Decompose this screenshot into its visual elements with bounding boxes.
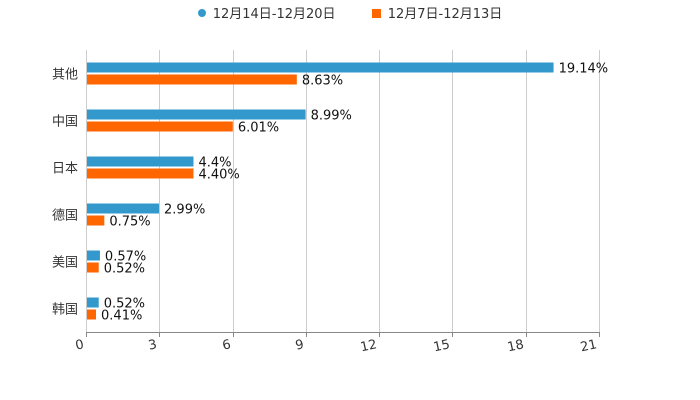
category-label-1: 中国	[52, 115, 78, 130]
bar-1-2	[86, 156, 194, 167]
chart-legend: 12月14日-12月20日 12月7日-12月13日	[0, 3, 700, 22]
x-tick-label-6: 6	[221, 337, 232, 353]
value-label-2-2: 4.40%	[198, 168, 239, 183]
bar-1-3	[86, 203, 160, 214]
legend-label-series-1: 12月14日-12月20日	[212, 7, 336, 22]
value-label-1-4: 0.57%	[105, 250, 146, 265]
x-tick-label-9: 9	[294, 337, 305, 353]
bar-2-3	[86, 215, 105, 226]
category-label-0: 其他	[52, 68, 78, 83]
legend-marker-series-1	[197, 9, 206, 17]
x-tick-label-0: 0	[74, 337, 85, 353]
bar-1-1	[86, 109, 306, 120]
bar-2-5	[86, 309, 97, 320]
x-tick-label-18: 18	[506, 337, 525, 355]
category-label-2: 日本	[52, 162, 78, 177]
value-label-2-5: 0.41%	[101, 309, 142, 324]
x-tick-label-3: 3	[147, 337, 158, 353]
grid-lines	[159, 50, 600, 332]
bar-2-4	[86, 262, 99, 273]
value-label-1-0: 19.14%	[559, 62, 609, 77]
legend-marker-series-2	[371, 9, 381, 18]
category-label-3: 德国	[52, 209, 78, 224]
bar-2-1	[86, 121, 233, 132]
x-tick-label-21: 21	[579, 337, 598, 355]
x-tick-label-15: 15	[432, 337, 451, 355]
value-label-1-2: 4.4%	[198, 156, 231, 171]
bar-1-0	[86, 62, 554, 73]
category-label-4: 美国	[52, 256, 78, 271]
legend-item-series-1[interactable]: 12月14日-12月20日	[197, 3, 336, 22]
value-label-2-1: 6.01%	[238, 121, 279, 136]
bar-1-4	[86, 250, 100, 261]
bar-2-0	[86, 74, 297, 85]
value-labels: 19.14% 8.63% 8.99% 6.01% 4.4%4.40% 2.99% 0.75%…	[101, 62, 608, 324]
legend-item-series-2[interactable]: 12月7日-12月13日	[371, 3, 503, 22]
value-label-2-4: 0.52%	[104, 262, 145, 277]
bar-1-5	[86, 297, 99, 308]
value-label-2-0: 8.63%	[302, 74, 343, 89]
bars	[86, 62, 554, 320]
bar-2-2	[86, 168, 194, 179]
x-tick-label-12: 12	[359, 337, 378, 355]
legend-label-series-2: 12月7日-12月13日	[387, 7, 503, 22]
value-label-2-3: 0.75%	[109, 215, 150, 230]
value-label-1-3: 2.99%	[164, 203, 205, 218]
value-label-1-1: 8.99%	[311, 109, 352, 124]
value-label-1-5: 0.52%	[104, 297, 145, 312]
category-label-5: 韩国	[52, 303, 78, 318]
